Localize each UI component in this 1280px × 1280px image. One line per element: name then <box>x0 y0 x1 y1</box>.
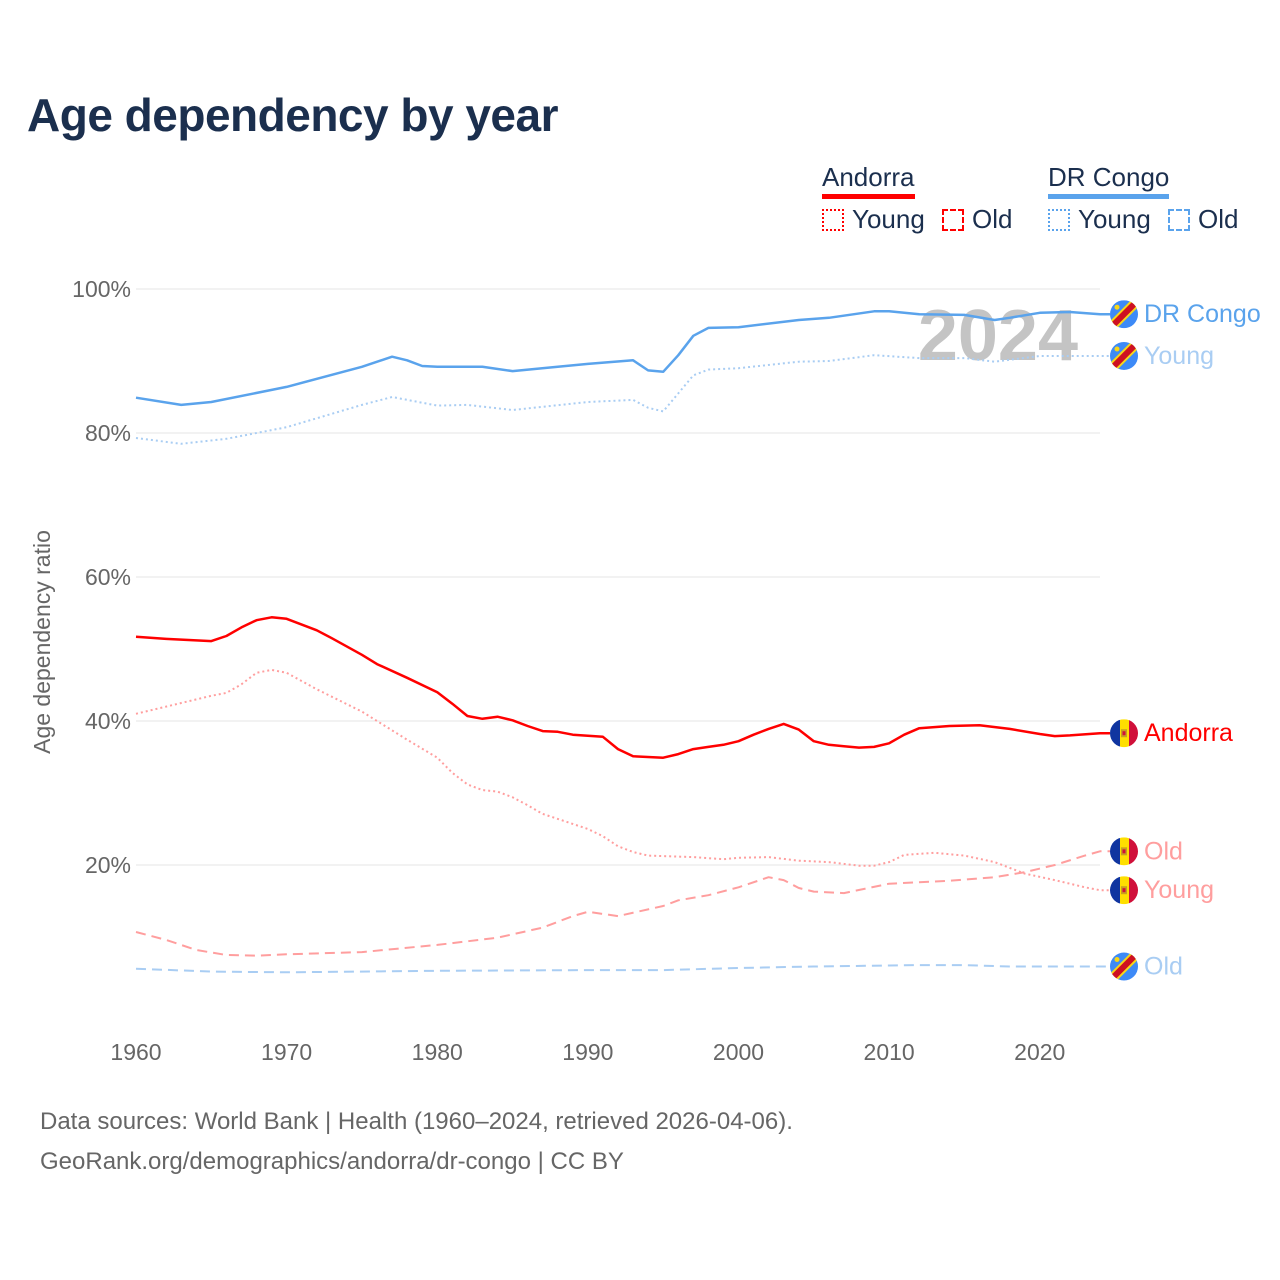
y-tick-label: 60% <box>85 564 131 590</box>
x-tick-label: 2010 <box>864 1039 915 1065</box>
dr-congo-flag-icon <box>1110 341 1138 370</box>
legend-drc-young[interactable]: Young <box>1048 204 1151 235</box>
dotted-swatch-icon <box>822 208 844 231</box>
legend-label: Old <box>972 204 1013 234</box>
footer-sources: Data sources: World Bank | Health (1960–… <box>40 1108 793 1135</box>
end-label: Young <box>1144 876 1214 904</box>
x-tick-label: 1960 <box>110 1039 161 1065</box>
x-tick-label: 1980 <box>412 1039 463 1065</box>
legend-label: Old <box>1198 204 1239 234</box>
series-line-dr-congo-old <box>135 964 1110 974</box>
legend-drc-old[interactable]: Old <box>1168 204 1238 235</box>
legend-label: Young <box>852 204 925 234</box>
x-tick-label: 1990 <box>562 1039 613 1065</box>
andorra-flag-icon <box>1110 719 1138 748</box>
andorra-flag-icon <box>1110 876 1138 905</box>
dr-congo-flag-icon <box>1110 952 1138 981</box>
y-tick-label: 20% <box>85 852 131 878</box>
y-tick-label: 100% <box>72 276 131 302</box>
end-label: DR Congo <box>1144 300 1261 328</box>
legend-andorra-old[interactable]: Old <box>942 204 1012 235</box>
dashed-swatch-icon <box>942 208 964 231</box>
x-tick-label: 1970 <box>261 1039 312 1065</box>
legend-dr-congo[interactable]: DR Congo <box>1048 162 1170 199</box>
y-axis-label: Age dependency ratio <box>29 530 55 754</box>
x-tick-label: 2000 <box>713 1039 764 1065</box>
legend-andorra[interactable]: Andorra <box>822 162 915 199</box>
x-tick-label: 2020 <box>1014 1039 1065 1065</box>
dashed-swatch-icon <box>1168 208 1190 231</box>
series-line-dr-congo-young <box>135 354 1110 445</box>
end-label: Old <box>1144 837 1183 865</box>
end-label: Young <box>1144 342 1214 370</box>
dr-congo-flag-icon <box>1110 300 1138 329</box>
series-line-andorra <box>135 616 1110 759</box>
andorra-flag-icon <box>1110 837 1138 866</box>
series-line-dr-congo <box>135 310 1110 407</box>
series-line-andorra-old <box>135 850 1110 957</box>
footer-link[interactable]: GeoRank.org/demographics/andorra/dr-cong… <box>40 1148 624 1175</box>
chart-title: Age dependency by year <box>27 89 558 141</box>
dotted-swatch-icon <box>1048 208 1070 231</box>
end-label: Old <box>1144 953 1183 981</box>
y-tick-label: 40% <box>85 708 131 734</box>
legend-andorra-young[interactable]: Young <box>822 204 925 235</box>
year-watermark: 2024 <box>918 296 1078 376</box>
y-tick-label: 80% <box>85 420 131 446</box>
end-label: Andorra <box>1144 719 1233 747</box>
legend-label: Young <box>1078 204 1151 234</box>
series-line-andorra-young <box>135 668 1110 892</box>
